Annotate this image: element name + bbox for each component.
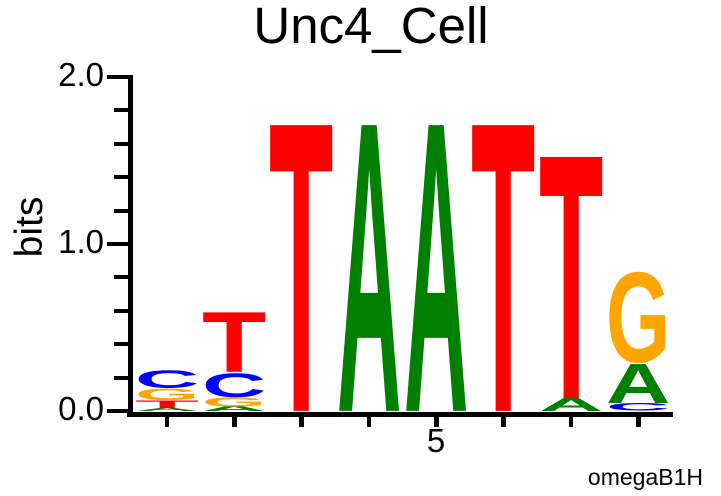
logo-letter-A: A [337,35,401,496]
logo-letter-T: T [539,81,603,473]
logo-letter-A: A [606,352,670,416]
y-minor-tick [114,308,128,313]
y-minor-tick [114,342,128,347]
logo-letter-A: A [539,395,603,415]
logo-letter-C: C [135,365,199,393]
x-tick [299,414,304,427]
y-minor-tick [114,275,128,280]
svg-text:A: A [337,35,401,496]
y-minor-tick [114,175,128,180]
logo-letter-G: G [606,245,670,390]
svg-text:T: T [135,398,199,411]
svg-text:C: C [135,365,199,393]
svg-text:T: T [202,294,266,390]
logo-letter-C: C [606,401,670,413]
x-tick [366,414,372,427]
logo-letter-T: T [471,35,535,496]
logo-letter-T: T [202,294,266,390]
x-tick [434,414,439,427]
svg-text:A: A [202,405,266,413]
x-tick [501,414,506,427]
y-major-tick [107,242,128,246]
svg-text:A: A [135,407,199,412]
logo-letter-C: C [202,366,266,404]
y-axis-line [128,75,133,416]
logo-letter-G: G [135,385,199,404]
y-minor-tick [114,108,128,113]
logo-letter-A: A [202,405,266,413]
x-tick [636,414,641,427]
svg-text:G: G [202,394,266,409]
x-tick [164,414,170,427]
svg-text:G: G [135,385,199,404]
svg-text:T: T [269,35,333,496]
y-minor-tick [114,375,128,380]
logo-letter-T: T [269,35,333,496]
y-major-tick [107,409,128,413]
x-tick-label: 5 [426,422,446,459]
svg-text:C: C [202,366,266,404]
y-tick-label: 0.0 [58,390,104,427]
svg-text:A: A [606,352,670,416]
x-tick [568,414,574,427]
figure-title: Unc4_Cell [253,0,489,54]
logo-letter-T: T [135,398,199,411]
x-tick [232,414,237,427]
svg-text:T: T [471,35,535,496]
logo-letter-A: A [404,35,468,496]
svg-text:A: A [539,395,603,415]
svg-text:T: T [539,81,603,473]
logo-letter-G: G [202,394,266,409]
y-minor-tick [114,208,128,213]
y-major-tick [107,75,128,79]
x-axis-line [127,411,673,417]
y-minor-tick [114,141,128,146]
svg-text:G: G [606,245,670,390]
credit-text: omegaB1H [587,464,703,490]
y-tick-label: 1.0 [58,223,104,260]
svg-text:A: A [404,35,468,496]
svg-text:C: C [606,401,670,413]
y-tick-label: 2.0 [58,56,104,93]
logo-letter-A: A [135,407,199,412]
